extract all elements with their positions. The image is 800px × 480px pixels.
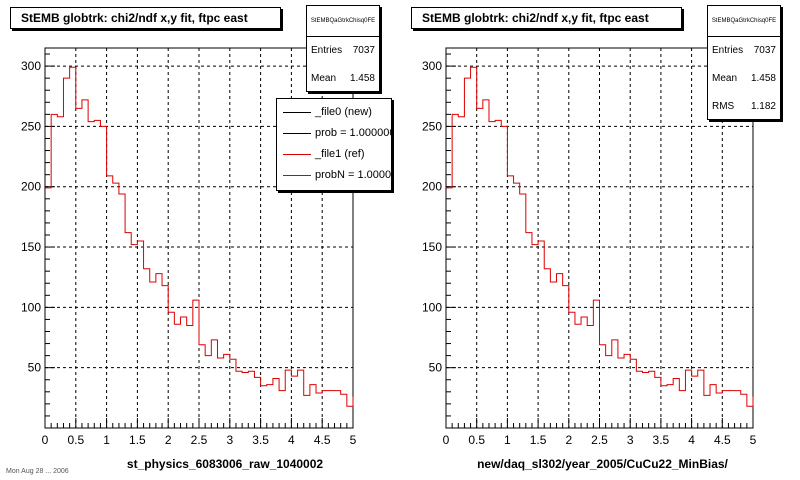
- stats-value: 7037: [352, 45, 375, 56]
- legend-entry: _file1 (ref): [277, 144, 391, 165]
- left-x-tick-label: 0: [42, 433, 49, 447]
- right-x-tick-label: 2.5: [591, 433, 608, 447]
- left-x-tick-label: 0.5: [67, 433, 84, 447]
- left-stats-mean: Mean 1.458: [307, 65, 379, 93]
- left-x-tick-label: 3: [226, 433, 233, 447]
- left-x-tick-label: 4.5: [314, 433, 331, 447]
- right-y-tick-label: 200: [422, 180, 442, 194]
- right-y-tick-label: 250: [422, 119, 442, 133]
- stats-label: Entries: [311, 45, 343, 56]
- left-x-tick-label: 5: [350, 433, 357, 447]
- right-stats-box: StEMBQaGtrkChisq0FE Entries 7037 Mean 1.…: [707, 5, 781, 120]
- legend-line-marker: [283, 154, 311, 155]
- stats-value: 7037: [753, 45, 776, 56]
- right-x-tick-label: 4: [688, 433, 695, 447]
- left-stats-box: StEMBQaGtrkChisq0FE Entries 7037 Mean 1.…: [306, 5, 380, 92]
- right-stats-rms: RMS 1.182: [708, 93, 780, 121]
- right-y-tick-label: 100: [422, 300, 442, 314]
- right-x-axis-title: new/daq_sl302/year_2005/CuCu22_MinBias/: [477, 457, 728, 471]
- left-x-tick-label: 1: [103, 433, 110, 447]
- legend-entry: prob = 1.000000: [277, 123, 391, 144]
- legend-text: probN = 1.000000: [315, 169, 392, 181]
- right-x-tick-label: 5: [750, 433, 757, 447]
- stats-label: RMS: [712, 101, 735, 112]
- right-y-tick-label: 150: [422, 240, 442, 254]
- right-x-tick-label: 3.5: [653, 433, 670, 447]
- left-x-tick-label: 1.5: [129, 433, 146, 447]
- right-x-tick-label: 3: [627, 433, 634, 447]
- left-y-tick-label: 50: [28, 361, 42, 375]
- left-y-tick-label: 200: [21, 180, 41, 194]
- left-x-axis-title: st_physics_6083006_raw_1040002: [126, 457, 324, 471]
- right-stats-mean: Mean 1.458: [708, 65, 780, 93]
- left-x-tick-label: 4: [288, 433, 295, 447]
- left-y-tick-label: 150: [21, 240, 41, 254]
- legend-text: _file1 (ref): [315, 148, 365, 160]
- left-histogram-series-0: [45, 66, 354, 407]
- legend-line-marker: [283, 133, 311, 134]
- right-x-tick-label: 1: [504, 433, 511, 447]
- right-histogram-series-0: [446, 66, 754, 407]
- legend-text: prob = 1.000000: [315, 127, 392, 139]
- stats-value: 1.182: [750, 101, 776, 112]
- left-x-tick-label: 3.5: [252, 433, 269, 447]
- left-y-tick-label: 250: [21, 119, 41, 133]
- right-stats-histogram-name: StEMBQaGtrkChisq0FE: [708, 6, 780, 37]
- stats-label: Mean: [712, 73, 738, 84]
- left-stats-entries: Entries 7037: [307, 37, 379, 65]
- legend-entry: probN = 1.000000: [277, 165, 391, 186]
- left-y-tick-label: 300: [21, 59, 41, 73]
- right-x-tick-label: 1.5: [530, 433, 547, 447]
- right-x-tick-label: 4.5: [714, 433, 731, 447]
- legend-line-marker: [283, 175, 311, 176]
- right-stats-entries: Entries 7037: [708, 37, 780, 65]
- legend-line-marker: [283, 112, 311, 113]
- stats-value: 1.458: [750, 73, 776, 84]
- left-y-tick-label: 100: [21, 300, 41, 314]
- right-x-tick-label: 2: [565, 433, 572, 447]
- legend-entry: _file0 (new): [277, 102, 391, 123]
- stats-label: Mean: [311, 73, 337, 84]
- right-x-tick-label: 0.5: [468, 433, 485, 447]
- right-x-tick-label: 0: [443, 433, 450, 447]
- legend-text: _file0 (new): [315, 106, 372, 118]
- left-x-tick-label: 2.5: [191, 433, 208, 447]
- right-y-tick-label: 300: [422, 59, 442, 73]
- left-stats-histogram-name: StEMBQaGtrkChisq0FE: [307, 6, 379, 37]
- left-plot-title: StEMB globtrk: chi2/ndf x,y fit, ftpc ea…: [10, 7, 281, 29]
- right-y-tick-label: 50: [429, 361, 443, 375]
- left-x-tick-label: 2: [165, 433, 172, 447]
- footer-timestamp: Mon Aug 28 ... 2006: [6, 468, 69, 475]
- left-legend: _file0 (new) prob = 1.000000 _file1 (ref…: [276, 98, 392, 191]
- stats-label: Entries: [712, 45, 744, 56]
- right-plot-title: StEMB globtrk: chi2/ndf x,y fit, ftpc ea…: [411, 7, 682, 29]
- stats-value: 1.458: [349, 73, 375, 84]
